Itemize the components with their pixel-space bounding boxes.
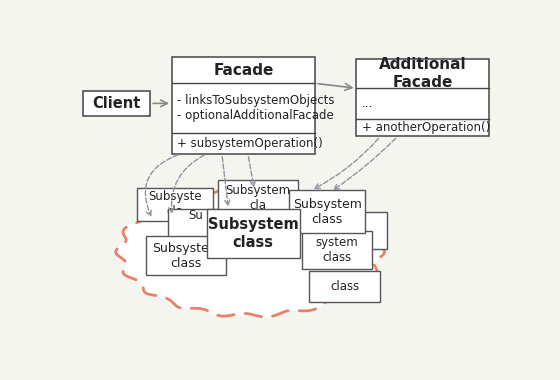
Polygon shape	[116, 187, 385, 317]
Text: Subsyste
cla: Subsyste cla	[148, 190, 202, 218]
Text: Su: Su	[188, 209, 203, 238]
Text: ...: ...	[362, 97, 373, 110]
FancyBboxPatch shape	[146, 236, 226, 275]
FancyBboxPatch shape	[83, 91, 150, 116]
Text: + anotherOperation(): + anotherOperation()	[362, 121, 490, 134]
Text: - linksToSubsystemObjects
- optionalAdditionalFacade: - linksToSubsystemObjects - optionalAddi…	[177, 94, 335, 122]
Text: Subsystem
class: Subsystem class	[208, 217, 298, 250]
FancyBboxPatch shape	[172, 57, 315, 154]
FancyBboxPatch shape	[356, 59, 489, 136]
FancyBboxPatch shape	[167, 209, 224, 237]
Text: Subsystem
cla: Subsystem cla	[225, 184, 290, 212]
Text: Facade: Facade	[213, 63, 274, 78]
FancyBboxPatch shape	[137, 187, 213, 221]
Text: class: class	[330, 280, 359, 293]
FancyBboxPatch shape	[302, 231, 372, 269]
FancyBboxPatch shape	[207, 209, 300, 258]
Text: + subsystemOperation(): + subsystemOperation()	[177, 137, 323, 150]
Text: Subsystem
class: Subsystem class	[293, 198, 362, 226]
Text: system
class: system class	[315, 236, 358, 264]
Text: Subsystem
class: Subsystem class	[152, 242, 221, 269]
FancyBboxPatch shape	[289, 190, 365, 233]
FancyBboxPatch shape	[217, 180, 298, 217]
Text: Additional
Facade: Additional Facade	[379, 57, 466, 90]
FancyBboxPatch shape	[309, 271, 380, 302]
Text: Client: Client	[92, 96, 141, 111]
FancyBboxPatch shape	[350, 212, 387, 249]
